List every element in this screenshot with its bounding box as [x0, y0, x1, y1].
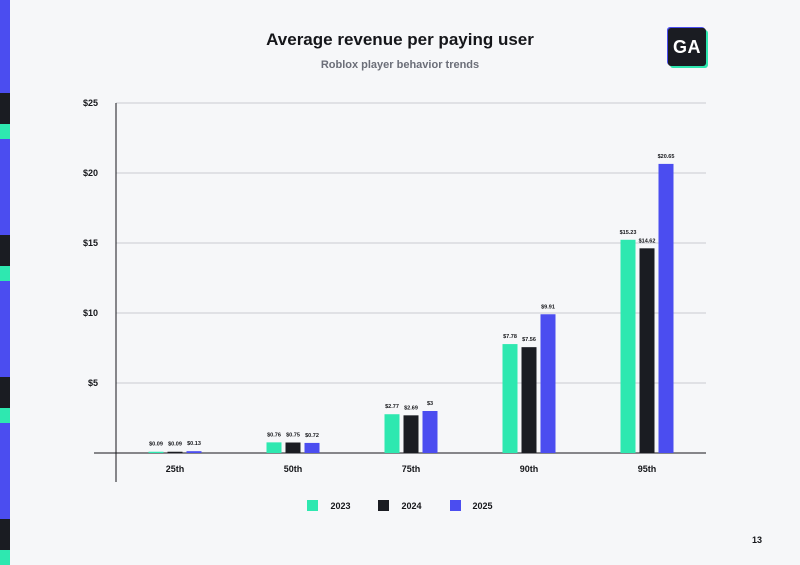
data-label-95th-2025: $20.65 — [658, 154, 675, 160]
data-label-75th-2024: $2.69 — [404, 405, 418, 411]
x-tick-label-75th: 75th — [402, 464, 421, 474]
legend-swatch-2025 — [449, 500, 461, 511]
data-label-25th-2025: $0.13 — [187, 441, 201, 447]
legend-label-2024: 2024 — [401, 500, 422, 511]
legend-item-2025: 2025 — [449, 500, 493, 511]
chart-title: Average revenue per paying user — [266, 30, 534, 49]
bar-95th-2023 — [620, 239, 636, 453]
bar-75th-2023 — [384, 414, 400, 453]
data-label-50th-2023: $0.76 — [267, 432, 281, 438]
bar-50th-2024 — [285, 442, 301, 453]
y-tick-label: $10 — [83, 308, 98, 318]
bar-90th-2023 — [502, 344, 518, 453]
bar-95th-2025 — [658, 163, 674, 453]
side-stripe-decoration — [0, 0, 10, 565]
bar-90th-2024 — [521, 347, 537, 453]
legend-label-2023: 2023 — [330, 500, 351, 511]
bar-25th-2025 — [186, 451, 202, 453]
page-number: 13 — [752, 535, 763, 545]
data-label-25th-2023: $0.09 — [149, 442, 163, 448]
bar-50th-2023 — [266, 442, 282, 453]
x-tick-label-25th: 25th — [166, 464, 185, 474]
chart-legend: 2023 2024 2025 — [0, 500, 800, 511]
x-tick-label-95th: 95th — [638, 464, 657, 474]
chart-subtitle: Roblox player behavior trends — [320, 59, 480, 71]
legend-swatch-2023 — [307, 500, 319, 511]
x-tick-label-90th: 90th — [520, 464, 539, 474]
y-tick-label: $5 — [88, 378, 98, 388]
data-label-25th-2024: $0.09 — [168, 442, 182, 448]
legend-item-2024: 2024 — [378, 500, 422, 511]
data-label-90th-2024: $7.56 — [522, 337, 536, 343]
data-label-90th-2025: $9.91 — [541, 304, 555, 310]
bar-25th-2023 — [148, 451, 164, 453]
data-label-95th-2023: $15.23 — [620, 230, 637, 236]
y-tick-label: $20 — [83, 168, 98, 178]
bar-95th-2024 — [639, 248, 655, 453]
bar-25th-2024 — [167, 451, 183, 453]
data-label-75th-2023: $2.77 — [385, 404, 399, 410]
y-tick-label: $25 — [83, 98, 98, 108]
x-tick-label-50th: 50th — [284, 464, 303, 474]
legend-swatch-2024 — [378, 500, 390, 511]
bar-75th-2025 — [422, 411, 438, 453]
legend-label-2025: 2025 — [472, 500, 493, 511]
bar-50th-2025 — [304, 442, 320, 453]
bar-75th-2024 — [403, 415, 419, 453]
legend-item-2023: 2023 — [307, 500, 350, 511]
data-label-50th-2024: $0.75 — [286, 433, 300, 439]
data-label-75th-2025: $3 — [427, 401, 433, 407]
y-tick-label: $15 — [83, 238, 98, 248]
data-label-95th-2024: $14.62 — [639, 238, 656, 244]
data-label-50th-2025: $0.72 — [305, 433, 319, 439]
ga-logo: GA — [668, 28, 706, 66]
bar-90th-2025 — [540, 314, 556, 453]
data-label-90th-2023: $7.78 — [503, 334, 517, 340]
